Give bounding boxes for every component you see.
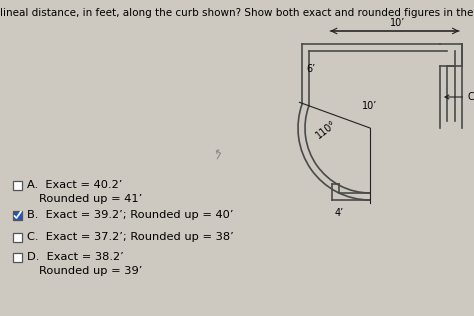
Text: D.  Exact = 38.2’: D. Exact = 38.2’ [27,252,124,262]
Bar [13,233,22,241]
Text: 110°: 110° [314,119,338,141]
Text: ↰: ↰ [208,147,224,163]
Text: Rounded up = 41’: Rounded up = 41’ [39,194,142,204]
Text: 4’: 4’ [335,208,344,218]
Text: C.  Exact = 37.2’; Rounded up = 38’: C. Exact = 37.2’; Rounded up = 38’ [27,232,234,242]
Text: What is the total lineal distance, in feet, along the curb shown? Show both exac: What is the total lineal distance, in fe… [0,8,474,18]
Text: 10’: 10’ [390,18,405,28]
Bar [13,210,22,220]
Text: 10’: 10’ [362,101,377,111]
Text: 6’: 6’ [306,64,316,74]
Text: Curb: Curb [445,92,474,102]
Text: Rounded up = 39’: Rounded up = 39’ [39,266,142,276]
Text: B.  Exact = 39.2’; Rounded up = 40’: B. Exact = 39.2’; Rounded up = 40’ [27,210,234,220]
Text: A.  Exact = 40.2’: A. Exact = 40.2’ [27,180,122,190]
Bar [13,180,22,190]
Bar [13,252,22,262]
